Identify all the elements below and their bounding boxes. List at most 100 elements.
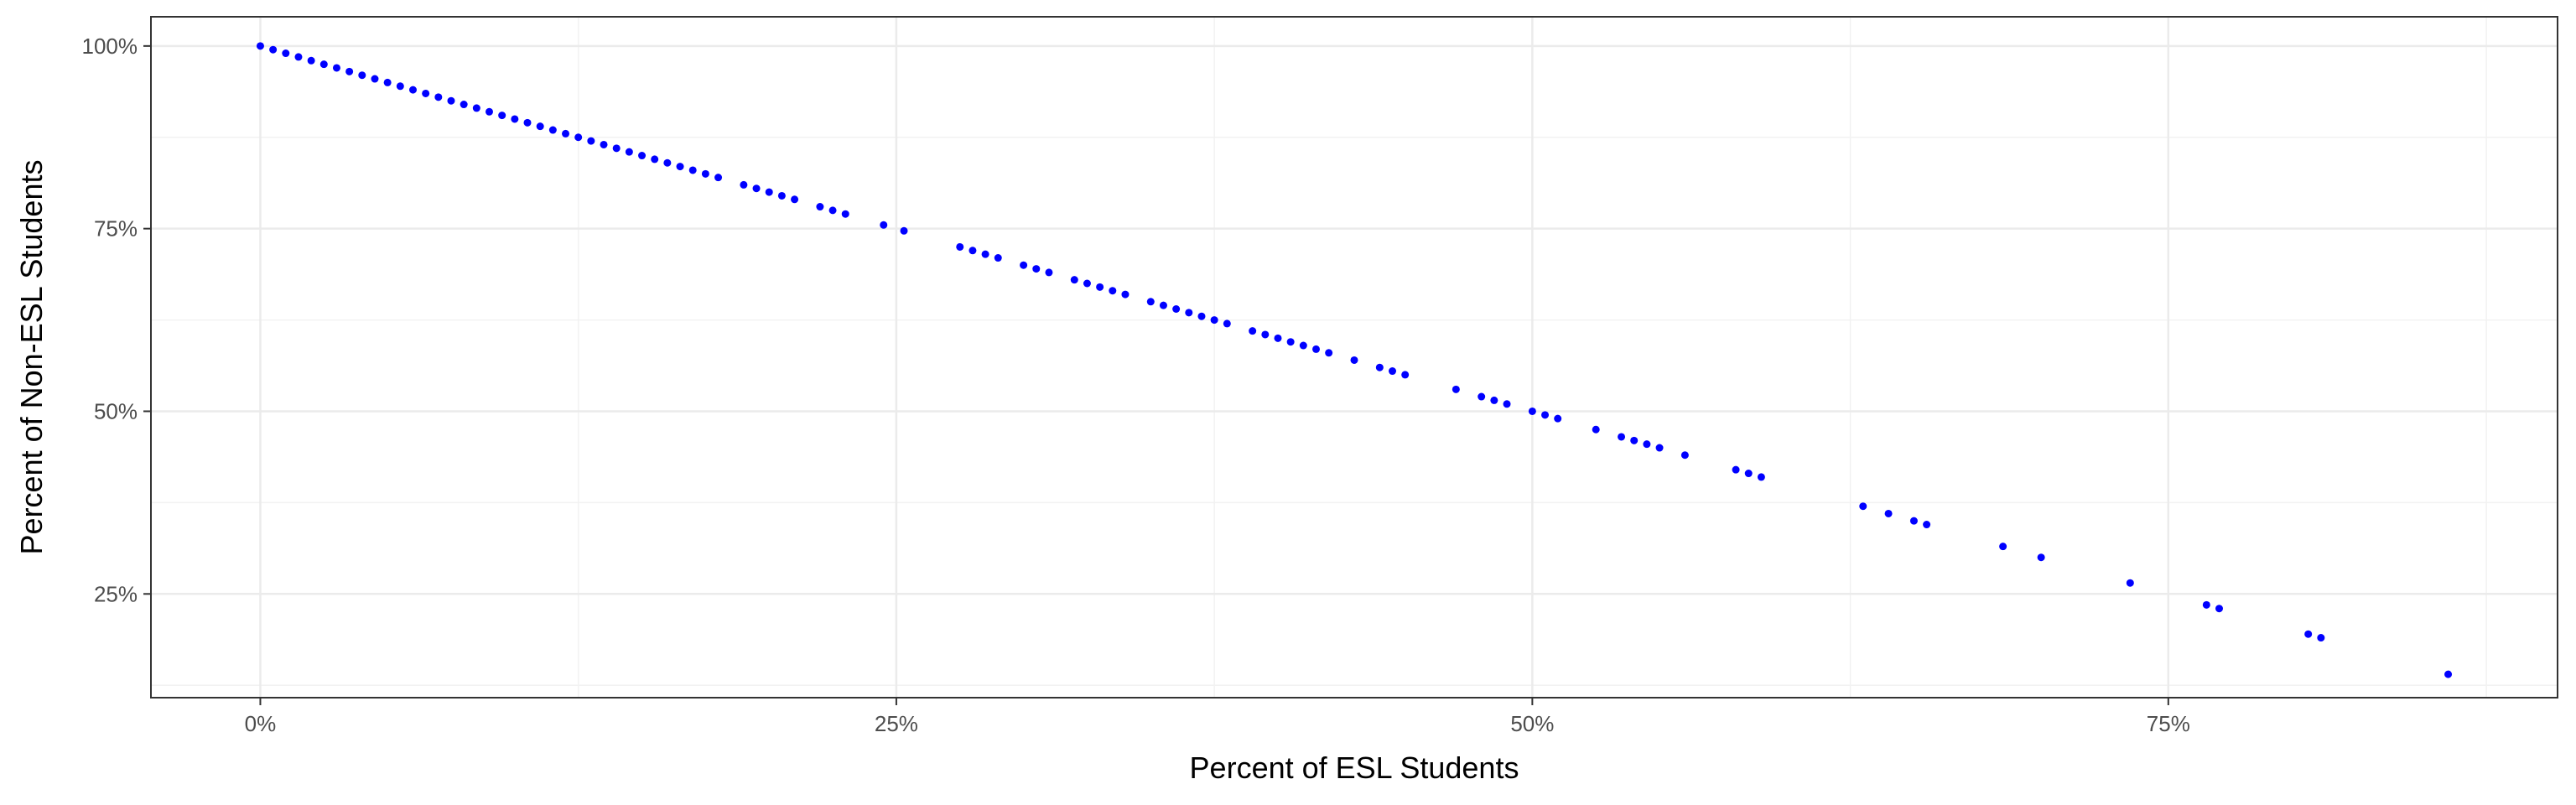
data-point [1909, 517, 1918, 525]
data-point [981, 250, 989, 258]
x-tick-label: 25% [875, 711, 918, 736]
data-point [294, 53, 303, 61]
data-point [396, 82, 404, 91]
data-point [1020, 261, 1028, 269]
data-point [319, 60, 328, 69]
data-point [2317, 634, 2325, 642]
data-point [1325, 349, 1333, 357]
data-point [1643, 440, 1651, 449]
data-point [307, 56, 315, 65]
data-point [332, 64, 340, 72]
data-point [880, 221, 888, 229]
data-point [408, 86, 417, 94]
data-point [1389, 367, 1397, 376]
data-point [485, 107, 493, 116]
data-point [816, 203, 824, 211]
data-point [969, 247, 977, 255]
data-point [536, 122, 544, 131]
data-point [1478, 392, 1486, 401]
data-point [956, 242, 964, 251]
data-point [472, 104, 480, 112]
x-tick-label: 50% [1510, 711, 1554, 736]
data-point [1401, 371, 1410, 379]
data-point [1452, 385, 1460, 393]
data-point [1923, 521, 1931, 529]
data-point [1732, 465, 1740, 474]
data-point [625, 148, 633, 156]
data-point [358, 71, 366, 80]
data-point [1618, 433, 1626, 441]
data-point [2215, 605, 2224, 613]
data-point [548, 126, 557, 134]
data-point [383, 78, 392, 86]
data-point [587, 137, 595, 145]
data-point [1210, 316, 1218, 325]
data-point [1146, 298, 1155, 306]
data-point [1121, 290, 1130, 299]
data-point [1299, 341, 1307, 350]
data-point [371, 75, 379, 83]
data-point [900, 226, 908, 235]
y-tick-label: 50% [94, 398, 138, 423]
data-point [1680, 451, 1689, 460]
x-axis-ticks: 0% 25% 50% 75% [245, 698, 2190, 736]
data-point [1032, 265, 1041, 273]
data-point [1083, 279, 1091, 288]
data-point [1541, 411, 1550, 419]
data-point [1096, 283, 1104, 291]
data-point [1159, 301, 1167, 309]
data-point [2037, 553, 2045, 562]
data-point [1490, 396, 1498, 404]
data-point [1655, 444, 1664, 452]
data-points [256, 42, 2453, 678]
data-point [1503, 400, 1511, 408]
data-point [1274, 334, 1282, 342]
minor-gridlines [151, 17, 2558, 698]
y-axis-title: Percent of Non-ESL Students [14, 160, 49, 555]
data-point [1261, 330, 1270, 339]
data-point [612, 144, 621, 153]
data-point [2304, 630, 2313, 638]
data-point [663, 158, 672, 167]
data-point [740, 180, 748, 189]
plot-panel-border [150, 16, 2558, 699]
data-point [1528, 407, 1536, 415]
data-point [1172, 304, 1181, 313]
x-tick-label: 0% [245, 711, 277, 736]
data-point [688, 166, 697, 174]
x-tick-label: 75% [2147, 711, 2190, 736]
data-point [994, 254, 1002, 262]
y-tick-label: 25% [94, 581, 138, 606]
data-point [1286, 338, 1295, 346]
data-point [638, 152, 647, 160]
data-point [651, 155, 659, 164]
data-point [2126, 579, 2134, 587]
data-point [282, 49, 290, 58]
data-point [1884, 509, 1893, 517]
data-point [2444, 670, 2453, 678]
data-point [1249, 327, 1257, 335]
data-point [1375, 363, 1384, 371]
data-point [765, 188, 773, 196]
data-point [1554, 414, 1562, 423]
data-point [1630, 436, 1639, 444]
y-tick-label: 100% [82, 34, 138, 59]
data-point [1185, 309, 1193, 317]
data-point [447, 96, 455, 105]
major-gridlines [151, 17, 2558, 698]
data-point [791, 195, 799, 204]
data-point [752, 184, 761, 193]
data-point [269, 45, 278, 54]
data-point [1197, 312, 1206, 320]
data-point [1109, 287, 1117, 295]
data-point [434, 93, 443, 101]
data-point [1350, 356, 1358, 364]
data-point [2202, 600, 2210, 609]
data-point [1744, 470, 1753, 478]
data-point [714, 174, 723, 182]
data-point [1999, 543, 2007, 551]
data-point [1311, 345, 1320, 353]
data-point [701, 169, 709, 178]
data-point [256, 42, 264, 50]
